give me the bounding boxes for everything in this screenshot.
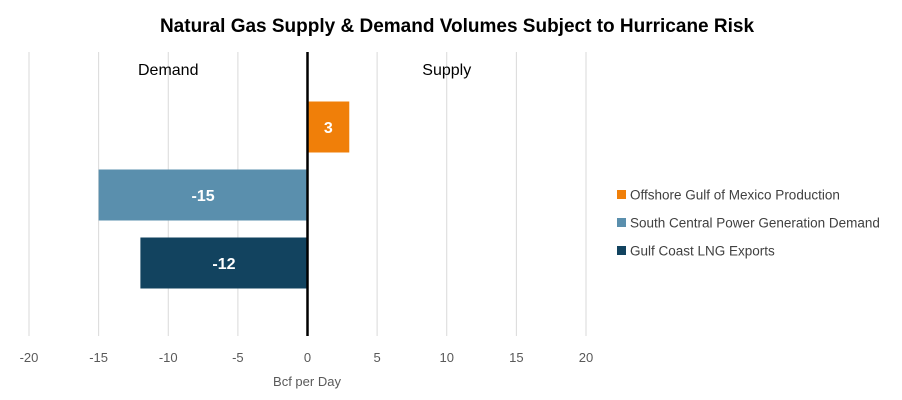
demand-region-label: Demand [138,62,198,79]
bars: 3 -15 -12 [98,101,350,289]
bar [307,101,350,153]
bar-data-label: 3 [324,120,333,137]
bar-data-label: -15 [192,188,215,205]
supply-region-label: Supply [422,62,471,79]
bar-data-label: -12 [212,256,235,273]
region-labels: Demand Supply [138,62,471,79]
x-tick-label: -15 [89,350,108,365]
bar [98,169,308,221]
legend: Offshore Gulf of Mexico Production South … [617,188,880,259]
x-tick-label: -5 [232,350,244,365]
legend-entry: Offshore Gulf of Mexico Production [630,188,840,203]
chart-title: Natural Gas Supply & Demand Volumes Subj… [160,16,755,37]
bar [140,237,308,289]
x-axis-title: Bcf per Day [273,374,341,389]
x-tick-label: 15 [509,350,523,365]
legend-swatch [617,190,626,199]
x-tick-label: 10 [440,350,454,365]
x-tick-label: 5 [374,350,381,365]
x-tick-label: 20 [579,350,593,365]
x-tick-label: 0 [304,350,311,365]
legend-swatch [617,246,626,255]
legend-entry: South Central Power Generation Demand [630,216,880,231]
legend-swatch [617,218,626,227]
legend-entry: Gulf Coast LNG Exports [630,244,775,259]
x-tick-labels: -20 -15 -10 -5 0 5 10 15 20 [20,350,594,365]
x-tick-label: -20 [20,350,39,365]
x-tick-label: -10 [159,350,178,365]
